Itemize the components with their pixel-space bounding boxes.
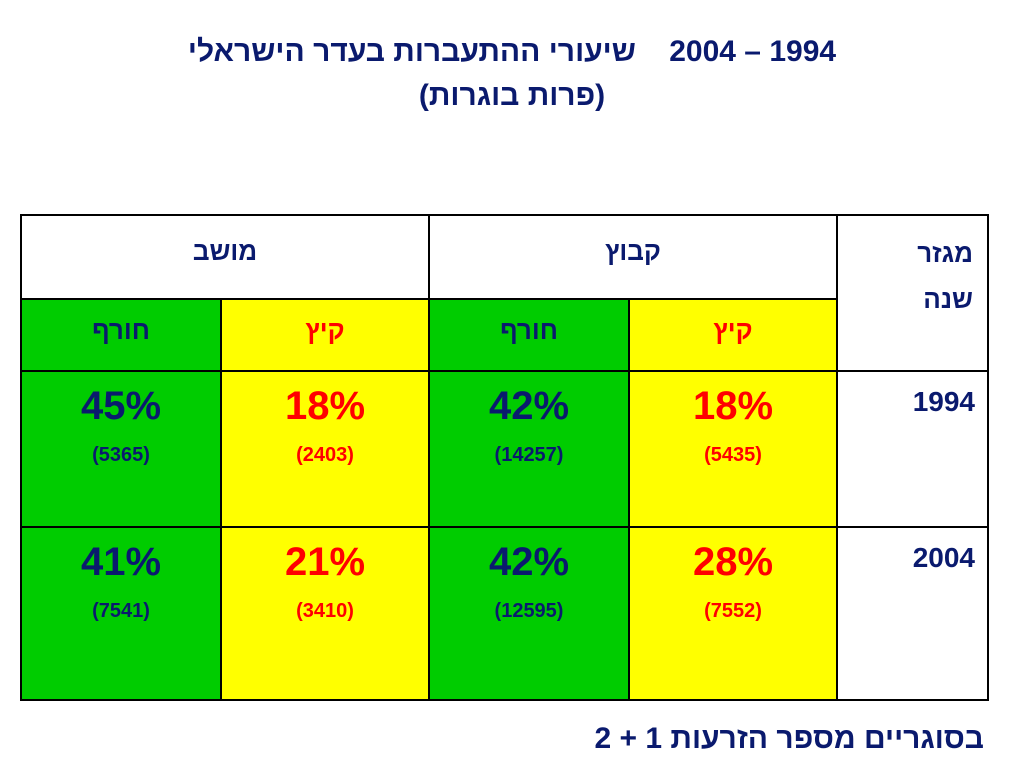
slide-title: שיעורי ההתעברות בעדר הישראלי 2004 – 1994… <box>0 30 1024 118</box>
cell-2004-moshav-summer: 21% (3410) <box>222 528 430 699</box>
row-year-1994: 1994 <box>838 372 987 528</box>
insemination-count: (3410) <box>296 600 354 622</box>
season-header-moshav-winter: חורף <box>22 300 222 372</box>
insemination-count: (2403) <box>296 444 354 466</box>
season-header-kibbutz-summer: קיץ <box>630 300 838 372</box>
year-label: שנה <box>923 284 973 314</box>
cell-2004-kibbutz-winter: 42% (12595) <box>430 528 630 699</box>
percent-value: 18% <box>692 384 774 428</box>
insemination-count: (5435) <box>704 444 762 466</box>
cell-1994-kibbutz-winter: 42% (14257) <box>430 372 630 528</box>
group-header-kibbutz: קבוץ <box>430 216 838 300</box>
insemination-count: (5365) <box>92 444 150 466</box>
row-year-2004: 2004 <box>838 528 987 699</box>
percent-value: 41% <box>80 540 162 584</box>
title-line-2: (פרות בוגרות) <box>418 79 606 112</box>
conception-rates-table: מושב קבוץ מגזר שנה חורף קיץ חורף קיץ 45%… <box>20 214 989 701</box>
title-text: שיעורי ההתעברות בעדר הישראלי <box>187 35 636 68</box>
percent-value: 21% <box>284 540 366 584</box>
cell-1994-moshav-summer: 18% (2403) <box>222 372 430 528</box>
insemination-count: (12595) <box>494 600 564 622</box>
title-line-1: שיעורי ההתעברות בעדר הישראלי 2004 – 1994 <box>0 30 1024 74</box>
sector-year-header: מגזר שנה <box>838 216 987 372</box>
sector-label: מגזר <box>917 238 973 268</box>
footnote: בסוגריים מספר הזרעות 1 + 2 <box>594 722 984 755</box>
group-header-moshav: מושב <box>22 216 430 300</box>
percent-value: 42% <box>488 540 570 584</box>
cell-1994-kibbutz-summer: 18% (5435) <box>630 372 838 528</box>
cell-1994-moshav-winter: 45% (5365) <box>22 372 222 528</box>
season-header-moshav-summer: קיץ <box>222 300 430 372</box>
percent-value: 18% <box>284 384 366 428</box>
percent-value: 42% <box>488 384 570 428</box>
percent-value: 28% <box>692 540 774 584</box>
season-header-kibbutz-winter: חורף <box>430 300 630 372</box>
cell-2004-moshav-winter: 41% (7541) <box>22 528 222 699</box>
insemination-count: (14257) <box>494 444 564 466</box>
insemination-count: (7541) <box>92 600 150 622</box>
insemination-count: (7552) <box>704 600 762 622</box>
cell-2004-kibbutz-summer: 28% (7552) <box>630 528 838 699</box>
percent-value: 45% <box>80 384 162 428</box>
title-years: 2004 – 1994 <box>669 35 837 68</box>
